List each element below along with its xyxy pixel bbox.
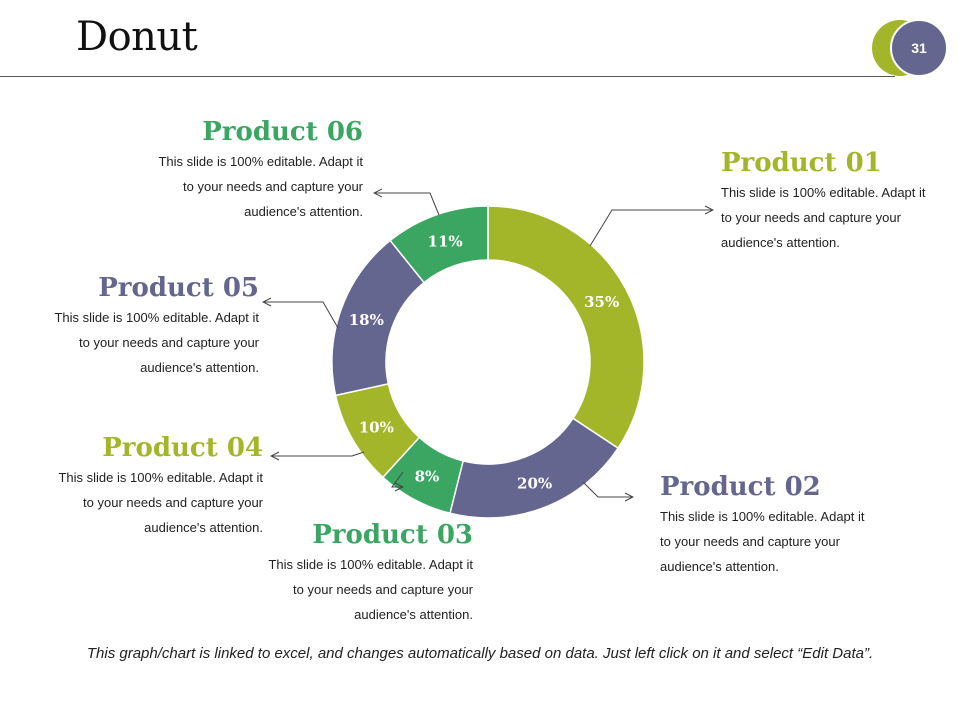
product-06-block: Product 06 This slide is 100% editable. … [113,117,363,224]
leader-line-product-02 [582,481,633,497]
product-04-heading: Product 04 [102,433,263,463]
donut-label-2: 20% [517,474,552,492]
donut-segment-6 [389,205,489,284]
donut-label-3: 8% [415,468,440,486]
product-01-heading: Product 01 [721,148,882,178]
leader-line-product-01 [589,210,713,247]
product-03-description: This slide is 100% editable. Adapt it to… [268,557,473,622]
product-03-block: Product 03 This slide is 100% editable. … [223,520,473,627]
leader-lines [263,193,713,497]
leader-line-product-03 [391,471,403,487]
footer-note: This graph/chart is linked to excel, and… [86,645,874,662]
donut-label-6: 11% [428,232,463,250]
product-02-description: This slide is 100% editable. Adapt it to… [660,509,865,574]
product-02-heading: Product 02 [660,472,821,502]
product-06-description: This slide is 100% editable. Adapt it to… [158,154,363,219]
product-01-description: This slide is 100% editable. Adapt it to… [721,185,926,250]
product-03-heading: Product 03 [312,520,473,550]
donut-segment-2 [449,417,620,519]
leader-line-product-05 [263,302,339,329]
page-number-badge: 31 [890,19,948,77]
product-02-block: Product 02 This slide is 100% editable. … [660,472,910,579]
donut-label-1: 35% [584,293,619,311]
product-05-block: Product 05 This slide is 100% editable. … [9,273,259,380]
leader-line-product-04 [271,451,365,456]
leader-line-product-06 [374,193,440,216]
slide-title: Donut [76,14,198,60]
product-01-block: Product 01 This slide is 100% editable. … [721,148,960,255]
product-04-block: Product 04 This slide is 100% editable. … [13,433,263,540]
donut-label-5: 18% [349,311,384,329]
title-divider [0,76,895,77]
product-05-description: This slide is 100% editable. Adapt it to… [54,310,259,375]
product-05-heading: Product 05 [98,273,259,303]
donut-label-4: 10% [359,419,394,437]
donut-segment-1 [487,205,645,450]
product-06-heading: Product 06 [202,117,363,147]
product-04-description: This slide is 100% editable. Adapt it to… [58,470,263,535]
